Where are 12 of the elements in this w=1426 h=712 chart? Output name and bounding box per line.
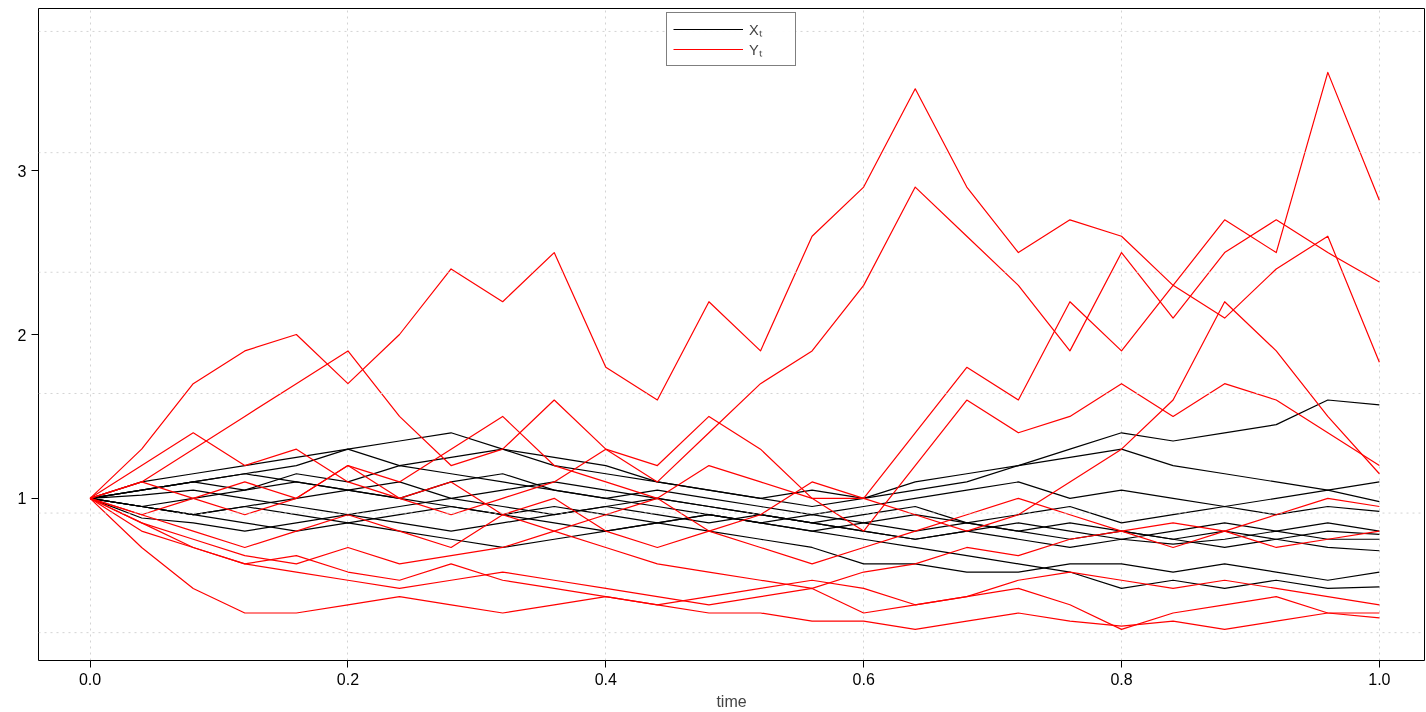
x-tick-label: 1.0 [1368,670,1391,688]
x-tick-label: 0.8 [1110,670,1133,688]
y-tick-label: 3 [17,162,27,180]
legend-label: Yₜ [749,41,763,59]
x-tick-label: 0.2 [336,670,360,688]
x-axis-title: time [716,692,747,710]
x-tick-label: 0.6 [852,670,875,688]
x-tick-label: 0.4 [594,670,618,688]
legend-label: Xₜ [749,21,763,39]
y-tick-label: 1 [17,490,27,508]
y-tick-label: 2 [17,326,27,344]
x-tick-label: 0.0 [78,670,102,688]
